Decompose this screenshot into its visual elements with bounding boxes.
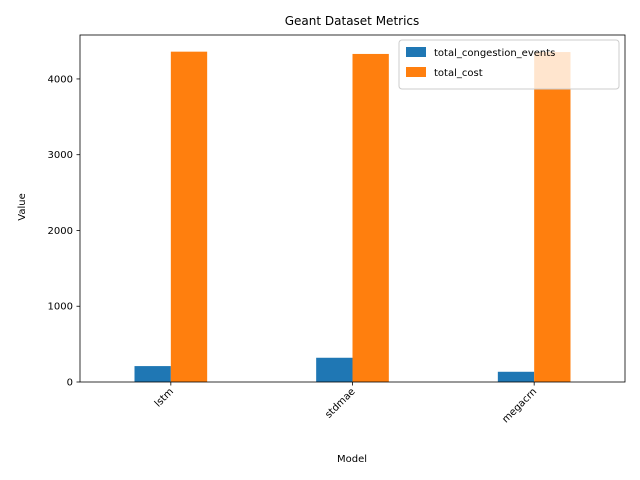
y-tick-label: 1000 xyxy=(48,302,73,313)
x-tick-label: megacrn xyxy=(500,386,539,425)
plot-frame xyxy=(79,34,626,383)
chart-title: Geant Dataset Metrics xyxy=(285,14,420,28)
y-tick-label: 3000 xyxy=(48,150,73,161)
bar-total-cost-stdmae xyxy=(352,53,389,383)
legend: total_congestion_events total_cost xyxy=(398,39,620,90)
legend-label-total-congestion-events: total_congestion_events xyxy=(434,48,555,59)
legend-swatch-total-cost xyxy=(406,67,426,77)
bar-total-cost-lstm xyxy=(170,51,208,382)
y-tick-label: 2000 xyxy=(48,226,73,237)
legend-swatch-total-congestion-events xyxy=(406,47,426,57)
bar-total-cost-megacrn xyxy=(534,52,571,383)
bar-total-congestion-events-megacrn xyxy=(497,371,535,382)
legend-label-total-cost: total_cost xyxy=(434,68,483,79)
bar-total-congestion-events-stdmae xyxy=(316,357,353,382)
x-axis-title: Model xyxy=(337,454,367,465)
y-tick-label: 0 xyxy=(67,378,73,389)
y-tick-label: 4000 xyxy=(48,74,73,85)
x-axis: lstm stdmae megacrn xyxy=(153,382,539,425)
y-axis-title: Value xyxy=(17,193,28,220)
bar-total-congestion-events-lstm xyxy=(134,366,171,382)
y-axis: 0 1000 2000 3000 4000 xyxy=(48,74,80,389)
x-tick-label: stdmae xyxy=(323,386,357,420)
plot-area xyxy=(134,51,571,383)
legend-box xyxy=(398,39,620,90)
x-tick-label: lstm xyxy=(153,386,176,409)
